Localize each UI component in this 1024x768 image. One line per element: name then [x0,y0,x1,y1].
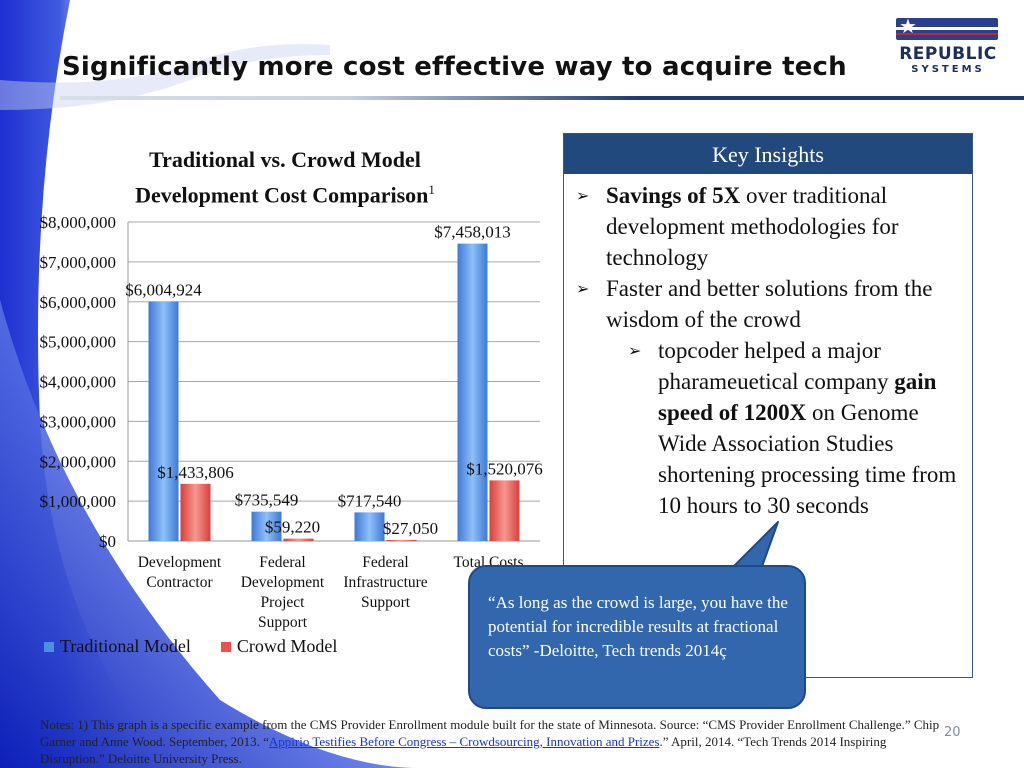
bar-crowd [180,483,211,541]
y-tick-label: $2,000,000 [40,452,117,471]
logo-line1: REPUBLIC [899,44,997,64]
legend-swatch-traditional [44,641,54,652]
bar-crowd [386,539,417,541]
key-insights-body: ➢ Savings of 5X over traditional develop… [564,174,972,521]
title-divider [60,96,1024,100]
x-category-label: Project [261,594,306,611]
source-link-appirio[interactable]: Appirio Testifies Before Congress – Crow… [268,734,660,749]
insight-savings-emphasis: Savings of 5X [606,183,741,208]
flag-icon: ★ [896,14,998,40]
x-category-label: Support [258,614,308,631]
y-tick-label: $6,000,000 [40,293,117,312]
insight-topcoder-text1: topcoder helped a major pharameuetical c… [658,338,895,394]
y-tick-label: $5,000,000 [40,333,117,352]
bar-traditional [148,301,179,541]
data-label-traditional: $7,458,013 [434,223,511,242]
chart-title-line2: Development Cost Comparison1 [135,182,435,208]
x-category-label: Support [361,594,411,611]
y-tick-label: $4,000,000 [40,373,117,392]
data-label-traditional: $6,004,924 [125,281,202,300]
legend-label-crowd: Crowd Model [236,636,338,656]
x-category-label: Federal [259,554,305,571]
legend-item-crowd: Crowd Model [220,636,338,657]
notes-text-part2: .” April, 2014. “Tech Trends 2014 Inspir… [40,734,887,766]
y-tick-label: $7,000,000 [40,253,117,272]
chart-title: Traditional vs. Crowd Model Development … [100,145,470,210]
insight-savings-text: over traditional development methodologi… [606,183,899,270]
chart-title-line1: Traditional vs. Crowd Model [149,147,421,172]
y-tick-label: $0 [99,532,116,551]
x-category-label: Development [138,554,222,571]
bar-traditional [457,243,488,541]
footnotes: Notes: 1) This graph is a specific examp… [40,716,940,767]
insight-bullet-savings: ➢ Savings of 5X over traditional develop… [576,180,962,273]
data-label-traditional: $735,549 [235,491,299,510]
insight-bullet-faster: ➢ Faster and better solutions from the w… [576,273,962,335]
bar-crowd [283,538,314,541]
arrow-bullet-icon: ➢ [576,279,590,298]
logo-line2: SYSTEMS [911,64,985,75]
key-insights-header: Key Insights [564,134,972,174]
x-category-label: Infrastructure [343,574,427,591]
y-tick-label: $8,000,000 [40,213,117,232]
data-label-crowd: $1,520,076 [466,459,543,478]
x-category-label: Contractor [146,574,213,591]
insight-topcoder-emphasis: gain speed of 1200X [658,369,937,425]
bar-crowd [489,480,520,541]
data-label-crowd: $27,050 [383,519,438,538]
slide-title: Significantly more cost effective way to… [62,52,847,82]
data-label-crowd: $1,433,806 [157,463,234,482]
quote-text: “As long as the crowd is large, you have… [488,593,788,660]
republic-systems-logo: ★ REPUBLIC SYSTEMS [896,14,1000,80]
star-icon: ★ [899,14,917,38]
data-label-crowd: $59,220 [265,518,320,537]
insight-subbullet-topcoder: ➢ topcoder helped a major pharameuetical… [628,335,962,521]
notes-text-part1: Notes: 1) This graph is a specific examp… [40,717,940,749]
legend-swatch-crowd [220,641,231,652]
x-category-label: Development [241,574,325,591]
footnote-marker: 1 [428,182,435,197]
bar-traditional [354,512,385,541]
page-number: 20 [944,725,961,740]
x-category-label: Federal [362,554,408,571]
data-label-traditional: $717,540 [338,491,402,510]
bar-traditional [251,511,282,541]
legend-label-traditional: Traditional Model [60,636,191,656]
cost-comparison-chart: $0 $1,000,000 $2,000,000 $3,000,000 $4,000,0… [40,213,543,631]
arrow-bullet-icon: ➢ [576,186,590,205]
arrow-bullet-icon: ➢ [628,341,642,360]
y-tick-label: $1,000,000 [40,492,117,511]
chart-legend: Traditional Model Crowd Model [44,636,337,657]
legend-item-traditional: Traditional Model [44,636,191,657]
y-tick-label: $3,000,000 [40,412,117,431]
insight-topcoder-text2: on Genome Wide Association Studies short… [658,400,957,518]
deloitte-quote-callout: “As long as the crowd is large, you have… [468,565,806,709]
insight-faster-text: Faster and better solutions from the wis… [606,276,933,332]
